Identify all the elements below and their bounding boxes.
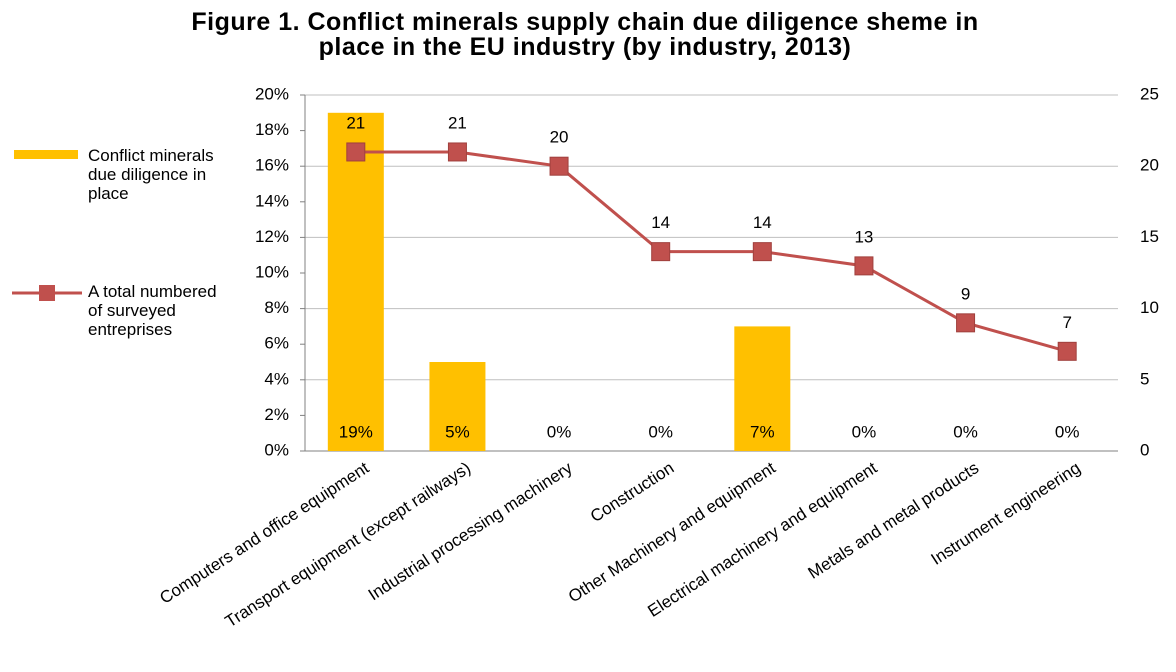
y2-tick-label: 20 xyxy=(1140,156,1159,175)
marker xyxy=(651,242,671,262)
y2-tick-label: 0 xyxy=(1140,440,1149,459)
x-tick-label: Other Machinery and equipment xyxy=(565,458,779,606)
y-tick-label: 4% xyxy=(264,369,289,388)
y-tick-label: 10% xyxy=(255,262,289,281)
y-tick-label: 12% xyxy=(255,227,289,246)
legend-label: A total numbered of surveyed entreprises xyxy=(88,282,217,339)
y2-tick-label: 5 xyxy=(1140,369,1149,388)
y2-tick-label: 10 xyxy=(1140,298,1159,317)
value-label: 14 xyxy=(753,213,772,232)
value-label: 0% xyxy=(648,422,673,441)
legend-key xyxy=(39,285,55,301)
y2-tick-label: 15 xyxy=(1140,227,1159,246)
legend-key xyxy=(14,150,78,159)
y-tick-label: 16% xyxy=(255,156,289,175)
marker xyxy=(854,256,874,276)
y-tick-label: 2% xyxy=(264,405,289,424)
value-label: 0% xyxy=(953,422,978,441)
x-tick-label: Industrial processing machinery xyxy=(365,458,576,604)
y-tick-label: 8% xyxy=(264,298,289,317)
bar xyxy=(734,326,791,451)
x-tick-label: Metals and metal products xyxy=(805,458,983,583)
value-label: 14 xyxy=(651,213,670,232)
value-label: 21 xyxy=(448,113,467,132)
marker xyxy=(1057,341,1077,361)
marker xyxy=(956,313,976,333)
x-tick-label: Computers and office equipment xyxy=(156,458,372,608)
value-label: 7 xyxy=(1062,313,1071,332)
line xyxy=(355,150,1068,353)
marker xyxy=(752,242,772,262)
y-tick-label: 6% xyxy=(264,334,289,353)
value-label: 13 xyxy=(854,227,873,246)
marker xyxy=(549,156,569,176)
y-tick-label: 18% xyxy=(255,120,289,139)
y2-tick-label: 25 xyxy=(1140,84,1159,103)
legend-label: Conflict minerals due diligence in place xyxy=(88,146,214,203)
bar xyxy=(327,112,384,452)
value-label: 5% xyxy=(445,422,470,441)
value-label: 20 xyxy=(550,128,569,147)
y-tick-label: 20% xyxy=(255,84,289,103)
value-label: 0% xyxy=(547,422,572,441)
chart-title: Figure 1. Conflict minerals supply chain… xyxy=(191,8,979,61)
value-label: 21 xyxy=(346,113,365,132)
value-label: 19% xyxy=(339,422,373,441)
x-tick-label: Construction xyxy=(587,458,677,526)
marker xyxy=(447,142,467,162)
value-label: 0% xyxy=(852,422,877,441)
value-label: 0% xyxy=(1055,422,1080,441)
y-tick-label: 14% xyxy=(255,191,289,210)
value-label: 9 xyxy=(961,284,970,303)
marker xyxy=(346,142,366,162)
y-tick-label: 0% xyxy=(264,440,289,459)
value-label: 7% xyxy=(750,422,775,441)
bar xyxy=(429,362,486,451)
